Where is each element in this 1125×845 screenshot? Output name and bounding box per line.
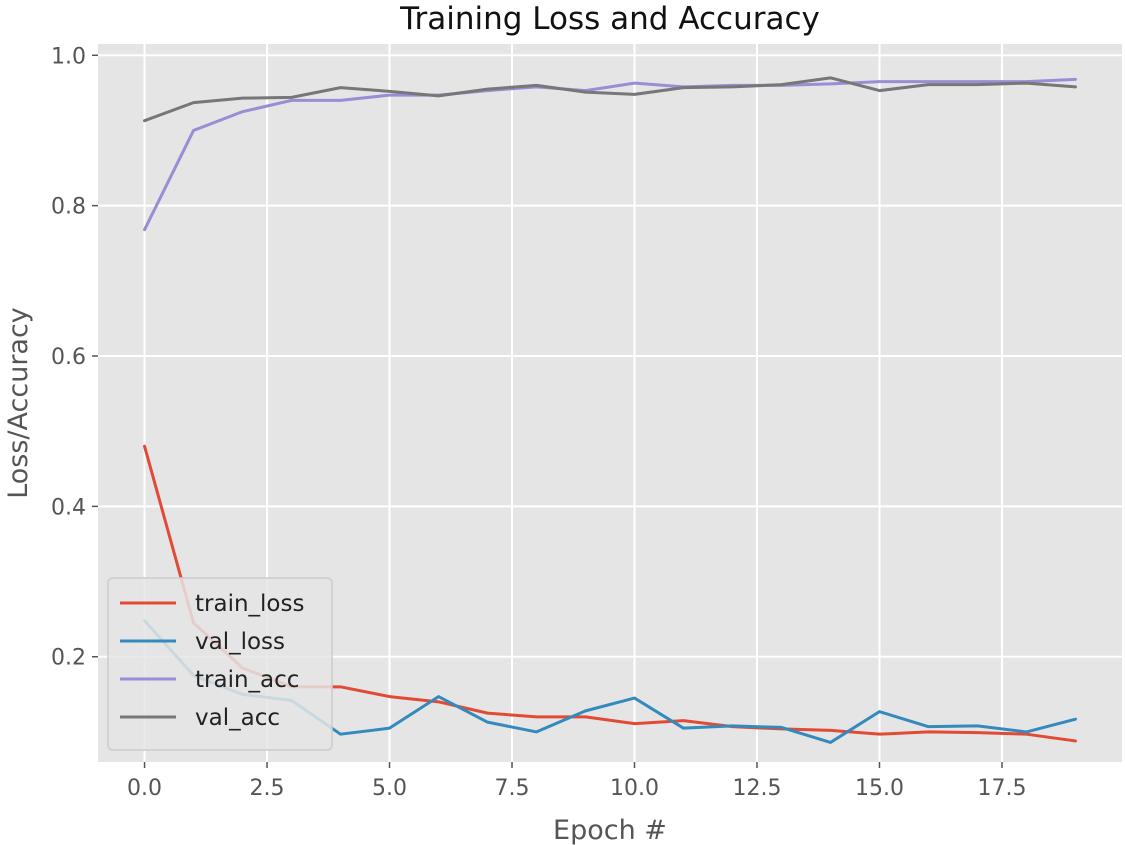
x-tick-label: 17.5 (977, 776, 1026, 801)
y-tick-label: 1.0 (51, 44, 86, 69)
x-tick-label: 0.0 (127, 776, 162, 801)
legend: train_loss val_loss train_acc val_acc (107, 577, 333, 751)
y-tick-label: 0.6 (51, 345, 86, 370)
legend-label-val-loss: val_loss (195, 629, 285, 655)
x-tick-label: 2.5 (250, 776, 285, 801)
x-axis-ticks: 0.0 2.5 5.0 7.5 10.0 12.5 15.0 17.5 (127, 762, 1026, 801)
y-tick-label: 0.4 (51, 495, 86, 520)
legend-box (107, 577, 333, 751)
y-tick-label: 0.8 (51, 195, 86, 220)
series-line-val-acc (143, 76, 1077, 123)
x-tick-label: 15.0 (855, 776, 904, 801)
x-tick-label: 12.5 (732, 776, 781, 801)
x-axis-label: Epoch # (553, 815, 667, 845)
legend-label-train-acc: train_acc (195, 667, 299, 693)
legend-label-val-acc: val_acc (195, 705, 280, 731)
x-tick-label: 5.0 (372, 776, 407, 801)
legend-label-train-loss: train_loss (195, 591, 304, 617)
y-axis-ticks: 0.2 0.4 0.6 0.8 1.0 (51, 44, 98, 671)
x-tick-label: 10.0 (610, 776, 659, 801)
y-axis-label: Loss/Accuracy (3, 307, 34, 499)
chart-title: Training Loss and Accuracy (399, 1, 820, 37)
x-tick-label: 7.5 (495, 776, 530, 801)
series-line-train-acc (143, 77, 1077, 232)
y-tick-label: 0.2 (51, 646, 86, 671)
